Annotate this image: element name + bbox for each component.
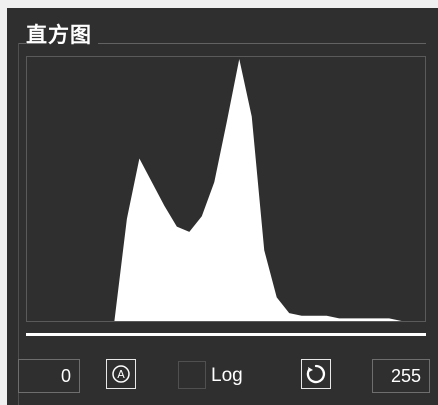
group-border-left xyxy=(18,43,19,405)
group-border-top xyxy=(18,43,426,44)
auto-contrast-icon: A xyxy=(112,365,130,383)
max-value-input[interactable]: 255 xyxy=(372,359,430,393)
min-value-input[interactable]: 0 xyxy=(18,359,80,393)
histogram-plot xyxy=(26,56,426,322)
reset-levels-button[interactable] xyxy=(301,359,331,389)
histogram-area xyxy=(27,59,425,321)
group-border-left-top xyxy=(18,43,28,44)
histogram-chart xyxy=(27,59,425,321)
log-checkbox[interactable] xyxy=(178,361,206,389)
refresh-icon xyxy=(306,364,326,384)
svg-text:A: A xyxy=(117,368,125,381)
levels-slider-track[interactable] xyxy=(26,333,426,336)
auto-contrast-button[interactable]: A xyxy=(106,359,136,389)
log-label: Log xyxy=(211,365,243,386)
panel-title: 直方图 xyxy=(26,20,98,50)
